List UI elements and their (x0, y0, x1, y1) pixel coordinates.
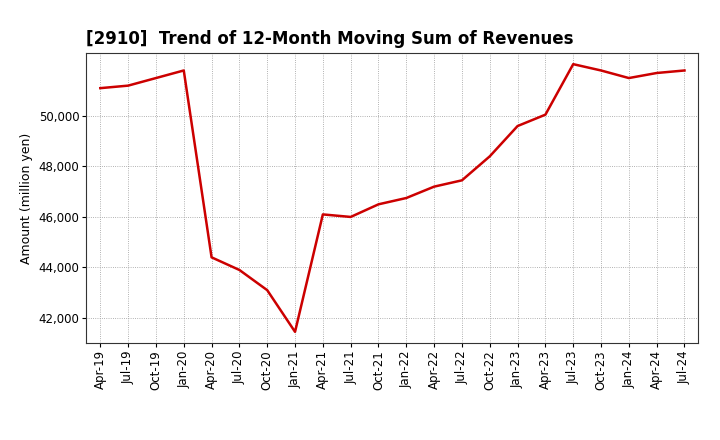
Y-axis label: Amount (million yen): Amount (million yen) (20, 132, 33, 264)
Text: [2910]  Trend of 12-Month Moving Sum of Revenues: [2910] Trend of 12-Month Moving Sum of R… (86, 30, 574, 48)
